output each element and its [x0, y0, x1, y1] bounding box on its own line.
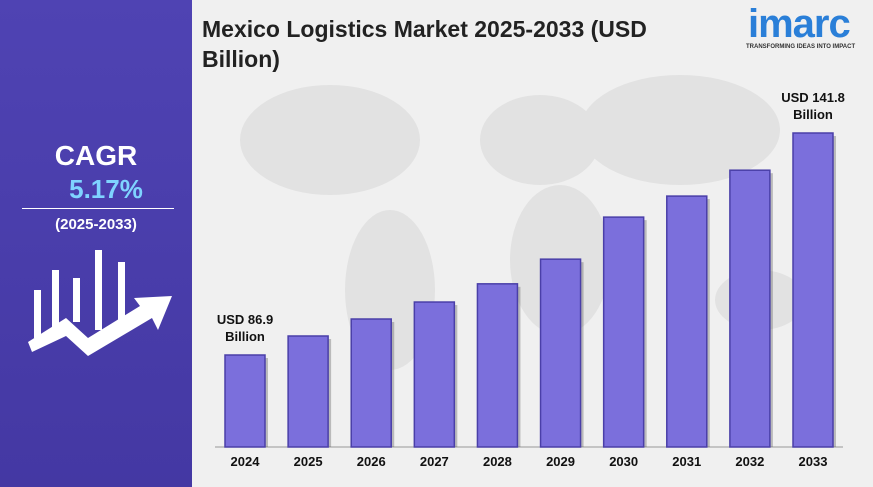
x-tick-label: 2025 — [293, 454, 323, 469]
side-panel: CAGR 5.17% (2025-2033) — [0, 0, 192, 487]
growth-icon — [28, 250, 172, 356]
data-label: USD 141.8 Billion — [781, 90, 845, 122]
map-background — [240, 75, 805, 370]
bar — [539, 258, 582, 448]
bar — [476, 283, 519, 448]
bar — [413, 301, 456, 448]
x-tick-label: 2030 — [609, 454, 639, 469]
bar — [792, 132, 834, 448]
x-tick-label: 2029 — [546, 454, 575, 469]
bar — [602, 216, 645, 448]
bar — [224, 354, 266, 448]
x-tick-label: 2031 — [672, 454, 702, 469]
x-tick-label: 2032 — [735, 454, 765, 469]
x-tick-label: 2027 — [419, 454, 449, 469]
logo-tagline: TRANSFORMING IDEAS INTO IMPACT — [746, 44, 856, 50]
cagr-label: CAGR — [54, 140, 138, 171]
x-tick-label: 2033 — [798, 454, 828, 469]
bar — [350, 318, 392, 448]
data-label: USD 86.9 Billion — [216, 312, 274, 344]
x-tick-label: 2028 — [482, 454, 512, 469]
cagr-period: (2025-2033) — [55, 216, 137, 233]
x-tick-label: 2026 — [356, 454, 386, 469]
divider — [22, 208, 174, 209]
bar — [666, 195, 708, 448]
bar — [287, 335, 329, 448]
chart-title: Mexico Logistics Market 2025-2033 (USD B… — [202, 16, 647, 72]
bar — [729, 169, 771, 448]
logo-name: imarc — [748, 2, 851, 46]
cagr-value: 5.17% — [69, 174, 143, 204]
x-tick-label: 2024 — [230, 454, 260, 469]
